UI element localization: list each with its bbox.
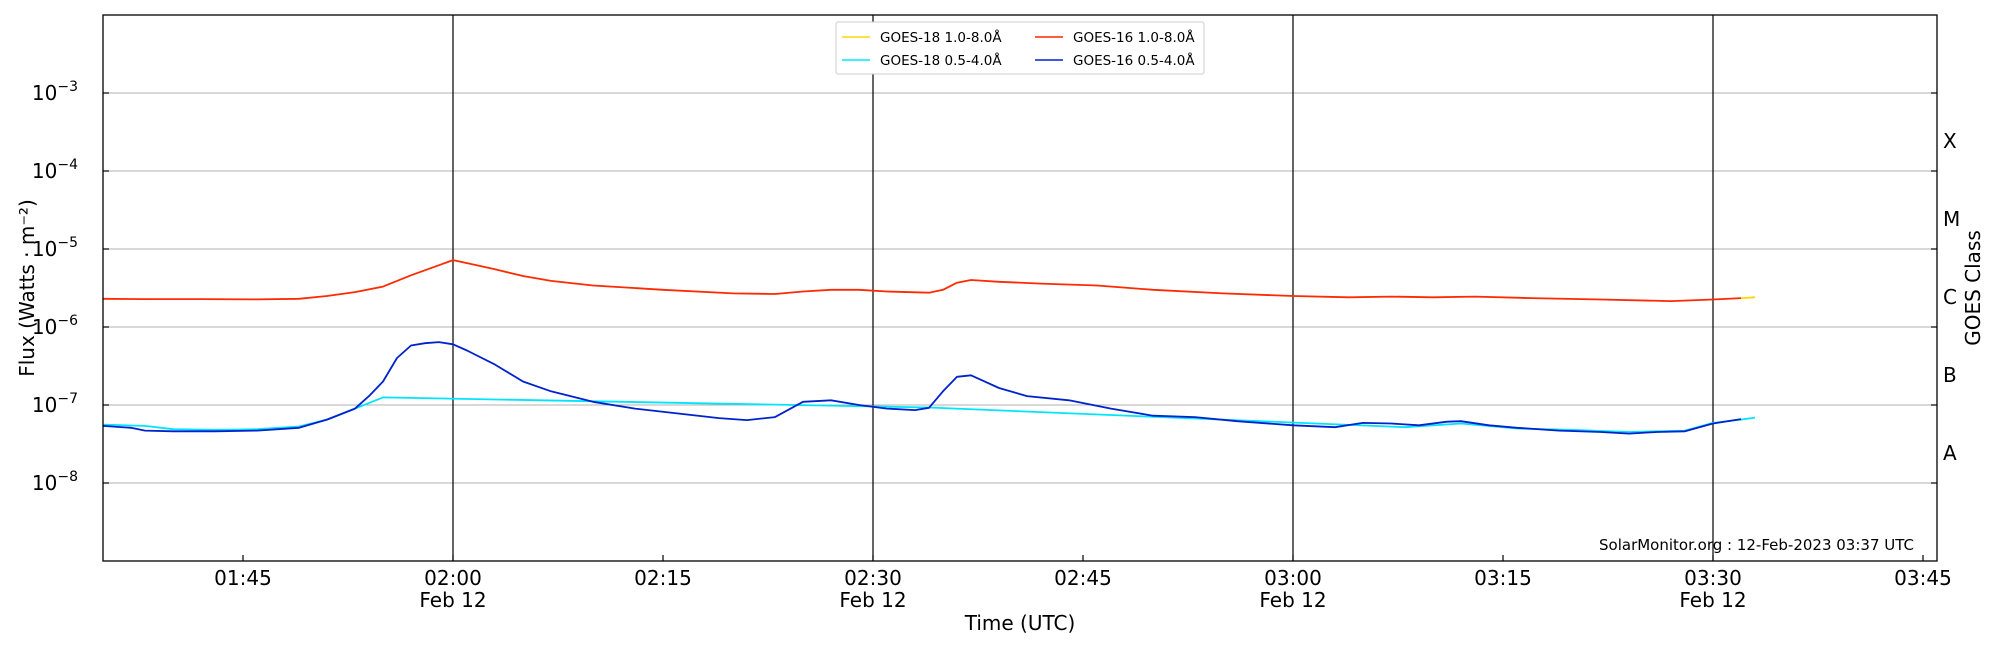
legend-label-3: GOES-16 0.5-4.0Å (1073, 52, 1195, 69)
legend: GOES-18 1.0-8.0Å GOES-18 0.5-4.0Å GOES-16 … (835, 21, 1205, 75)
legend-label-1: GOES-16 1.0-8.0Å (1073, 29, 1195, 46)
goes-class-label-b: B (1943, 363, 1957, 387)
right-axis-label: GOES Class (1961, 230, 1985, 346)
x-tick-label-2: 02:15 (634, 566, 692, 590)
plot-frame (102, 14, 1938, 562)
x-tick-label-5: 03:00 (1264, 566, 1322, 590)
vertical-lines (452, 15, 1714, 561)
x-tick-date-5: Feb 12 (1259, 588, 1326, 612)
x-tick-label-3: 02:30 (844, 566, 902, 590)
y-tick-label-2: 10−5 (32, 235, 78, 261)
y-tick-label-0: 10−3 (32, 79, 78, 105)
y-tick-label-3: 10−6 (32, 313, 78, 339)
series-layer (102, 259, 1756, 435)
y-axis-label: Flux (Watts · m⁻²) (15, 199, 39, 377)
series-line-3 (102, 341, 1742, 435)
legend-box (835, 21, 1205, 75)
y-tick-label-4: 10−7 (32, 391, 78, 417)
goes-class-label-m: M (1943, 207, 1960, 231)
x-tick-label-0: 01:45 (214, 566, 272, 590)
x-tick-label-6: 03:15 (1474, 566, 1532, 590)
legend-label-0: GOES-18 1.0-8.0Å (880, 29, 1002, 46)
goes-class-label-c: C (1943, 285, 1957, 309)
footer-credit: SolarMonitor.org : 12-Feb-2023 03:37 UTC (1599, 536, 1914, 554)
x-tick-label-1: 02:00 (424, 566, 482, 590)
grid-layer (103, 92, 1937, 484)
x-tick-label-8: 03:45 (1894, 566, 1952, 590)
y-tick-label-1: 10−4 (32, 157, 78, 183)
x-axis-label: Time (UTC) (964, 611, 1076, 635)
x-tick-label-7: 03:30 (1684, 566, 1742, 590)
series-line-0 (1740, 296, 1756, 299)
x-tick-label-4: 02:45 (1054, 566, 1112, 590)
legend-label-2: GOES-18 0.5-4.0Å (880, 52, 1002, 69)
goes-class-label-a: A (1943, 441, 1957, 465)
y-tick-label-5: 10−8 (32, 469, 78, 495)
series-line-1 (102, 259, 1742, 303)
x-tick-date-3: Feb 12 (839, 588, 906, 612)
x-tick-date-7: Feb 12 (1679, 588, 1746, 612)
goes-class-label-x: X (1943, 129, 1957, 153)
x-tick-date-1: Feb 12 (419, 588, 486, 612)
